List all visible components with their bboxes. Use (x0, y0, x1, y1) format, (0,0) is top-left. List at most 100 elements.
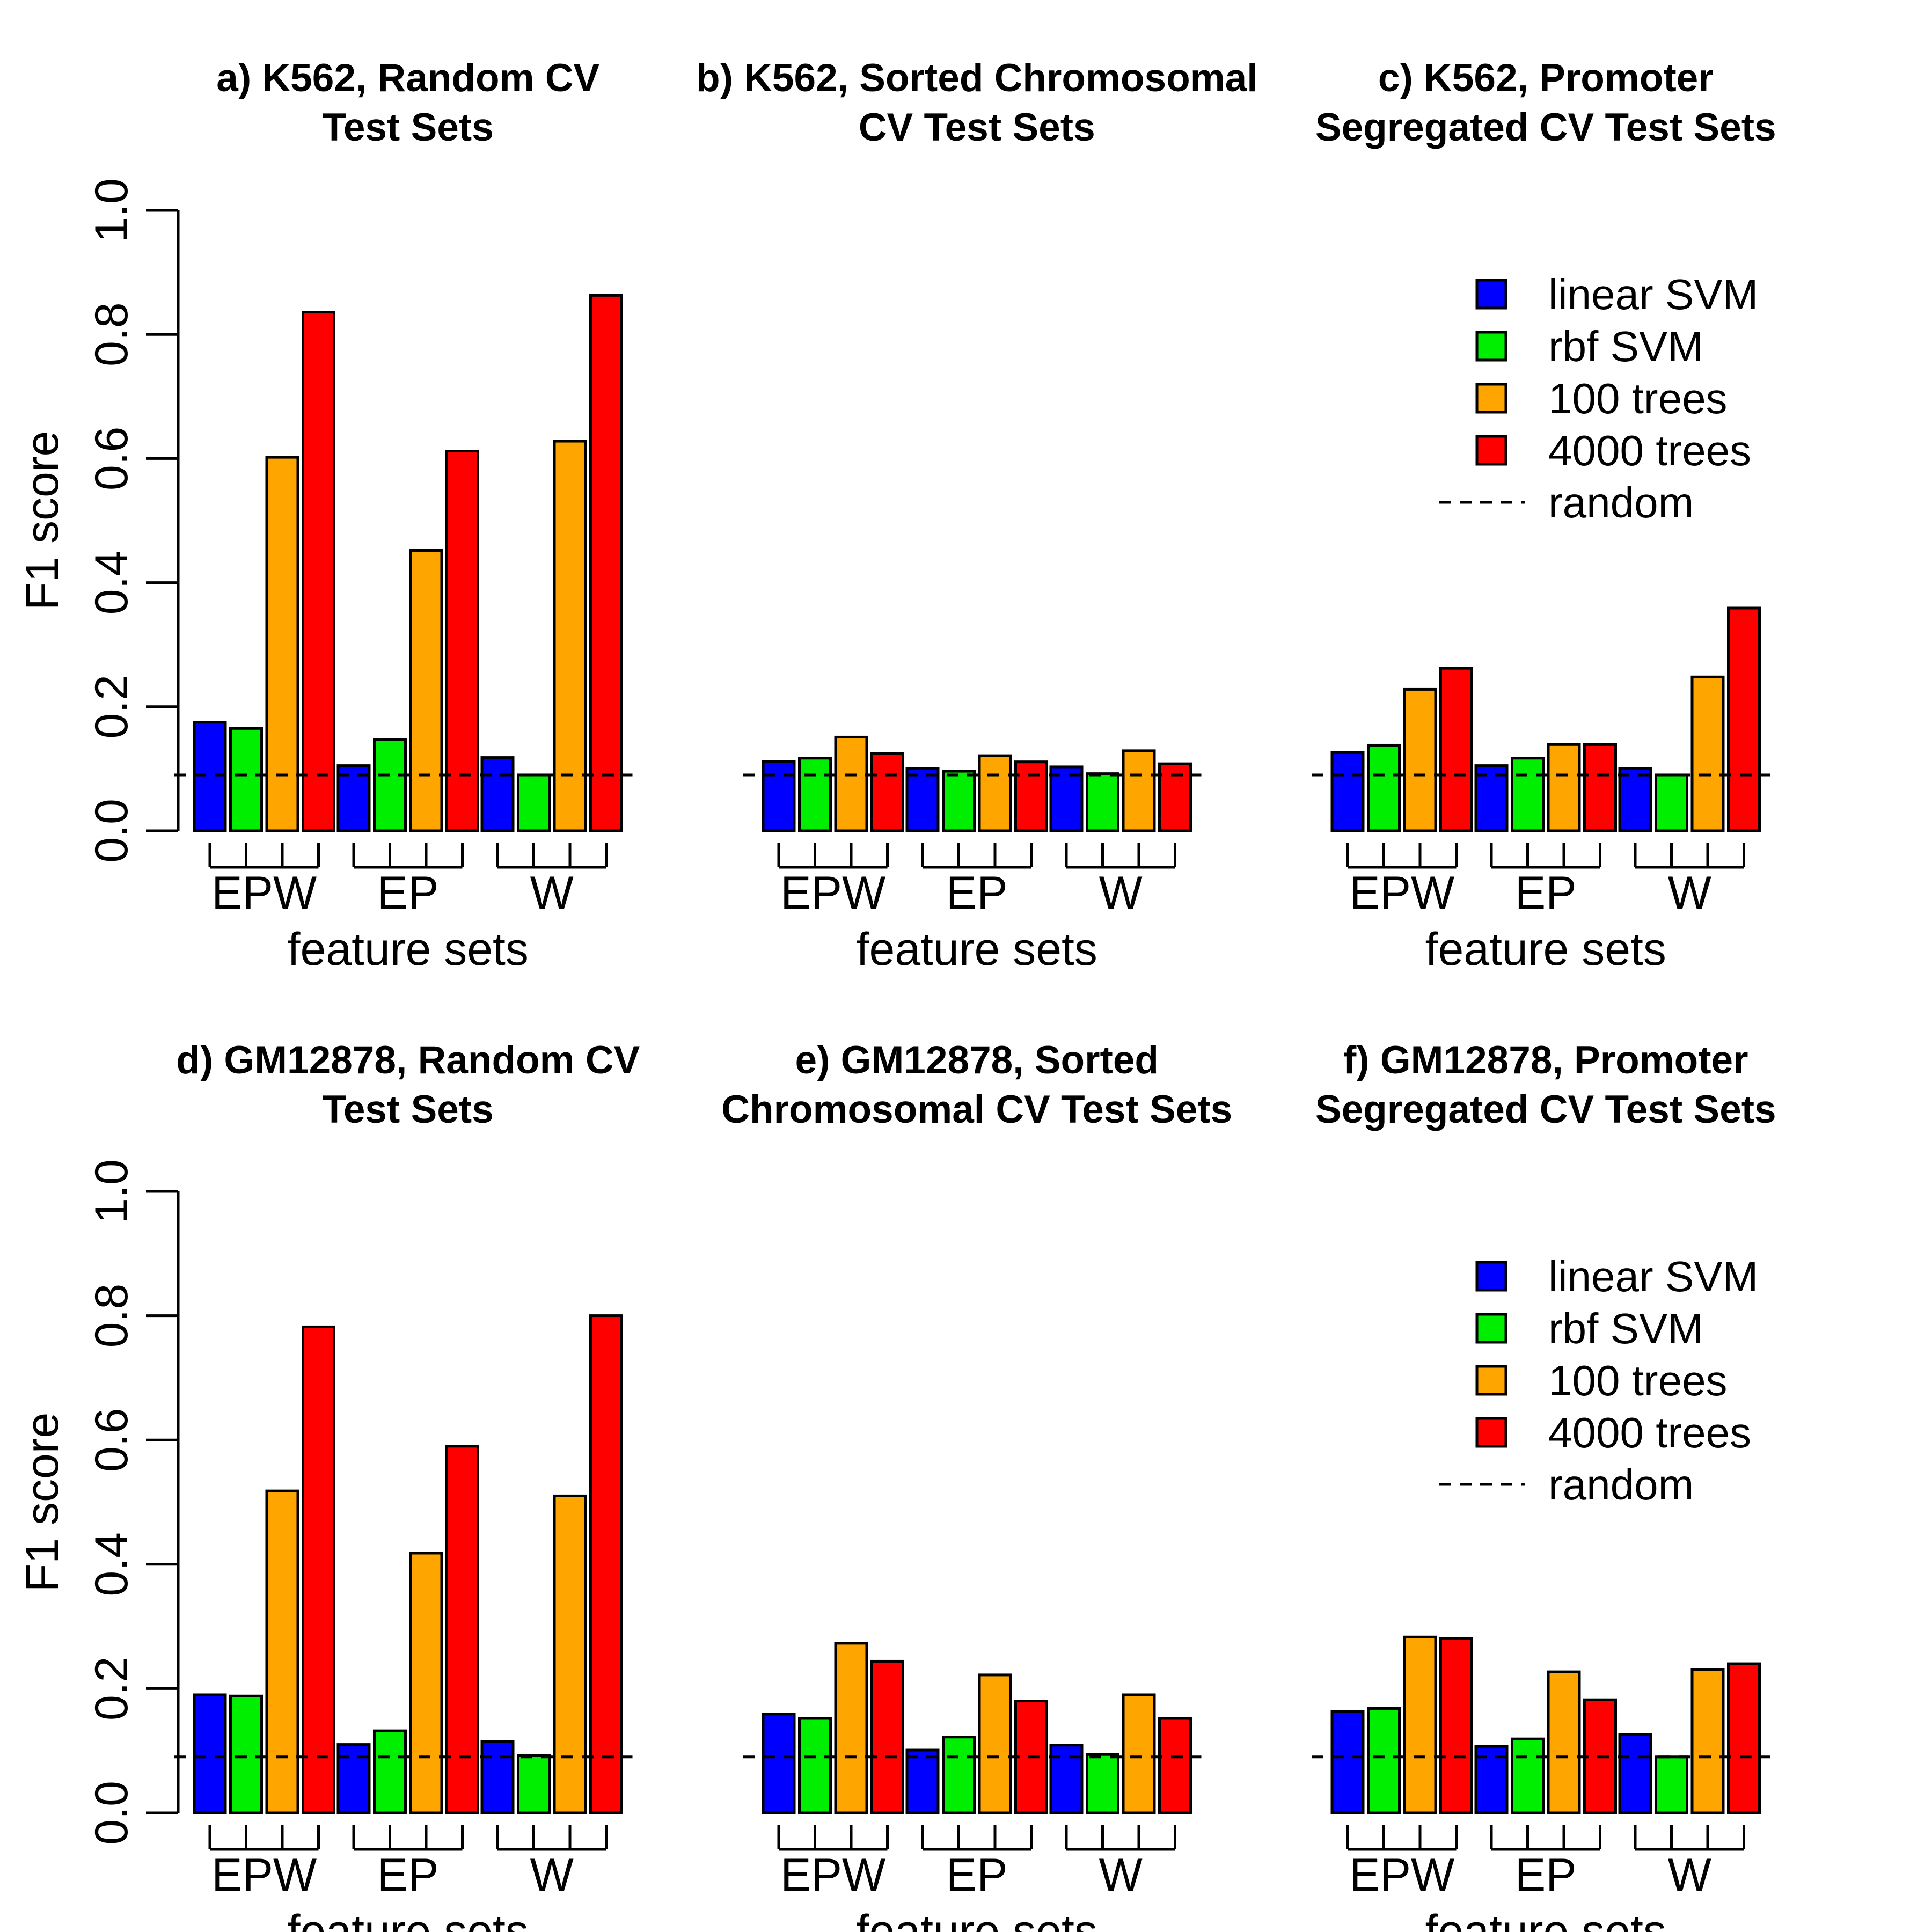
category-label-ep: EP (1515, 1849, 1577, 1901)
category-label-w: W (1099, 867, 1143, 919)
y-tick-label: 0.0 (86, 1781, 137, 1845)
bar-ep-rbf-svm (1511, 1737, 1545, 1814)
bar-ep-rbf-svm (373, 738, 407, 832)
panel-title: Chromosomal CV Test Sets (721, 1088, 1232, 1131)
bar-ep-100-trees (1547, 1670, 1581, 1814)
x-axis-label: feature sets (1425, 924, 1666, 975)
bar-ep-rbf-svm (942, 1736, 976, 1814)
bar-w-linear-svm (1618, 1733, 1652, 1814)
category-label-ep: EP (946, 1849, 1008, 1901)
legend-label: 4000 trees (1548, 1409, 1751, 1457)
category-label-epw: EPW (780, 867, 885, 919)
legend-label: linear SVM (1548, 1253, 1758, 1300)
panel-title: f) GM12878, Promoter (1343, 1038, 1748, 1082)
bar-epw-rbf-svm (798, 1717, 832, 1814)
bar-w-linear-svm (1618, 767, 1652, 832)
category-label-ep: EP (377, 1849, 439, 1901)
bar-w-rbf-svm (1086, 1753, 1119, 1814)
panel-title: Segregated CV Test Sets (1315, 1088, 1776, 1131)
bar-ep-linear-svm (905, 1748, 940, 1814)
bar-epw-100-trees (834, 1642, 868, 1814)
legend-swatch-4000-trees (1475, 435, 1507, 466)
bar-w-4000-trees (589, 1314, 623, 1814)
category-label-ep: EP (377, 867, 439, 919)
bar-epw-rbf-svm (798, 757, 832, 832)
panel-title: b) K562, Sorted Chromosomal (696, 56, 1258, 100)
bar-epw-rbf-svm (1367, 743, 1401, 832)
y-tick-label: 1.0 (86, 178, 137, 243)
bar-w-linear-svm (1049, 765, 1084, 832)
bar-epw-linear-svm (762, 760, 796, 832)
bar-epw-100-trees (265, 1489, 299, 1814)
category-label-ep: EP (946, 867, 1008, 919)
bar-w-rbf-svm (517, 773, 551, 832)
bar-ep-100-trees (409, 1552, 443, 1814)
panel-title: Segregated CV Test Sets (1315, 106, 1776, 149)
bar-epw-rbf-svm (1367, 1707, 1401, 1814)
category-label-epw: EPW (211, 1849, 317, 1901)
y-tick-label: 0.0 (86, 799, 137, 863)
bar-w-100-trees (553, 440, 587, 832)
bar-epw-4000-trees (302, 1325, 335, 1814)
panel-title: Test Sets (323, 1088, 494, 1131)
bar-epw-100-trees (834, 735, 868, 832)
x-axis-label: feature sets (1425, 1906, 1666, 1932)
panel-e: e) GM12878, Sorted Chromosomal CV Test Se… (721, 1038, 1232, 1932)
bar-ep-4000-trees (1583, 743, 1617, 832)
panel-title: c) K562, Promoter (1378, 56, 1714, 100)
bar-w-4000-trees (1158, 1717, 1192, 1814)
legend-swatch-linear-svm (1475, 1261, 1507, 1292)
y-tick-label: 0.2 (86, 675, 137, 739)
bar-w-100-trees (1690, 675, 1725, 832)
panel-title: e) GM12878, Sorted (795, 1038, 1159, 1082)
legend-swatch-100-trees (1475, 383, 1507, 414)
category-label-epw: EPW (1349, 1849, 1454, 1901)
panel-title: a) K562, Random CV (216, 56, 599, 100)
legend-label: rbf SVM (1548, 323, 1703, 370)
legend: linear SVM rbf SVM 100 trees 4000 trees rand… (1439, 270, 1758, 526)
category-label-w: W (530, 1849, 574, 1901)
bar-ep-linear-svm (336, 1743, 371, 1814)
legend-swatch-rbf-svm (1475, 1313, 1507, 1344)
legend-label: linear SVM (1548, 270, 1758, 318)
x-axis-label: feature sets (288, 924, 529, 975)
bar-w-100-trees (553, 1494, 587, 1814)
x-axis-label: feature sets (857, 924, 1097, 975)
y-tick-label: 0.6 (86, 1408, 137, 1472)
y-tick-label: 1.0 (86, 1159, 137, 1224)
category-label-epw: EPW (1349, 867, 1454, 919)
y-axis-label: F1 score (17, 1413, 68, 1592)
legend-swatch-4000-trees (1475, 1417, 1507, 1448)
bar-epw-100-trees (265, 456, 299, 832)
y-tick-label: 0.6 (86, 427, 137, 491)
bar-ep-linear-svm (905, 767, 940, 832)
category-label-w: W (1668, 1849, 1711, 1901)
y-tick-label: 0.2 (86, 1657, 137, 1721)
legend-label-random: random (1548, 1461, 1694, 1509)
bar-epw-linear-svm (762, 1713, 796, 1814)
category-label-epw: EPW (211, 867, 317, 919)
legend-label: 4000 trees (1548, 427, 1751, 474)
bar-epw-linear-svm (193, 721, 227, 832)
bar-w-linear-svm (1049, 1744, 1084, 1814)
bar-ep-100-trees (978, 754, 1012, 832)
x-axis-label: feature sets (288, 1906, 529, 1932)
panel-title: CV Test Sets (859, 106, 1095, 149)
bar-w-rbf-svm (517, 1754, 551, 1814)
y-tick-label: 0.4 (86, 1532, 137, 1597)
legend-label: rbf SVM (1548, 1305, 1703, 1352)
y-tick-label: 0.8 (86, 1284, 137, 1348)
bar-ep-linear-svm (336, 764, 371, 832)
bar-w-100-trees (1122, 1693, 1156, 1814)
bar-w-rbf-svm (1655, 1755, 1688, 1814)
bar-w-linear-svm (480, 1740, 515, 1814)
bar-ep-4000-trees (445, 450, 479, 832)
bar-epw-4000-trees (870, 1659, 904, 1814)
x-axis-label: feature sets (857, 1906, 1097, 1932)
bar-epw-rbf-svm (229, 1694, 263, 1814)
panel-b: b) K562, Sorted Chromosomal CV Test Sets E… (696, 56, 1258, 975)
y-tick-label: 0.4 (86, 551, 137, 615)
